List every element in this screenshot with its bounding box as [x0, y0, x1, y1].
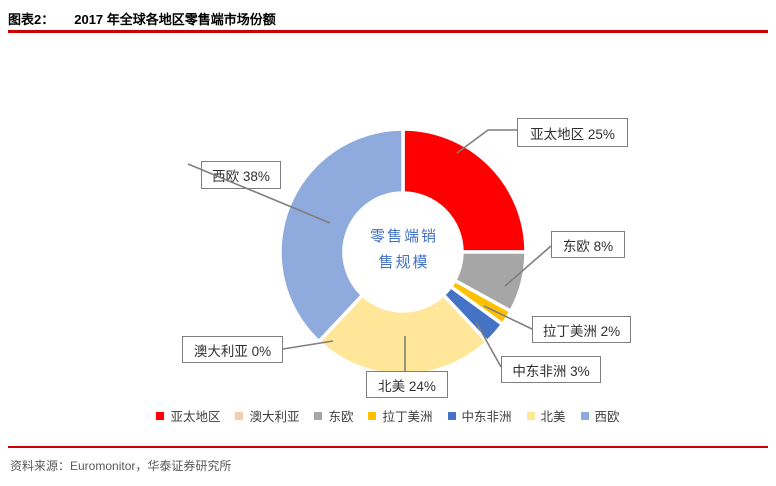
donut-center-label: 零售端销 售规模 — [339, 224, 469, 277]
callout-eastern-europe: 东欧 8% — [551, 231, 625, 258]
legend-swatch-2 — [314, 411, 323, 420]
callout-asia-pacific: 亚太地区 25% — [517, 118, 628, 147]
legend-item-4: 中东非洲 — [447, 406, 512, 425]
chart-legend: 亚太地区 澳大利亚 东欧 拉丁美洲 中东非洲 北美 西欧 — [0, 406, 776, 425]
callout-australia: 澳大利亚 0% — [182, 336, 283, 363]
legend-label-1: 澳大利亚 — [249, 410, 300, 424]
footer-red-rule — [8, 446, 768, 448]
legend-swatch-1 — [235, 411, 244, 420]
center-label-line1: 零售端销 — [369, 228, 438, 245]
callout-western-europe: 西欧 38% — [201, 161, 281, 189]
legend-swatch-4 — [447, 411, 456, 420]
legend-swatch-0 — [156, 411, 165, 420]
legend-swatch-3 — [368, 411, 377, 420]
chart-number-label: 图表2： — [8, 12, 55, 27]
legend-label-0: 亚太地区 — [170, 410, 221, 424]
legend-item-1: 澳大利亚 — [235, 406, 299, 425]
legend-label-5: 北美 — [540, 410, 566, 424]
legend-item-2: 东欧 — [314, 406, 353, 425]
callout-latin-america: 拉丁美洲 2% — [532, 316, 631, 343]
legend-item-0: 亚太地区 — [156, 406, 220, 425]
chart-header: 图表2： 2017 年全球各地区零售端市场份额 — [8, 9, 768, 29]
legend-item-3: 拉丁美洲 — [368, 406, 433, 425]
legend-label-3: 拉丁美洲 — [382, 410, 433, 424]
callout-mideast-africa: 中东非洲 3% — [501, 356, 601, 383]
donut-slice-5 — [317, 293, 489, 377]
header-red-rule — [8, 30, 768, 33]
callout-north-america: 北美 24% — [366, 371, 448, 398]
legend-item-5: 北美 — [526, 406, 566, 425]
center-label-line2: 售规模 — [378, 254, 430, 272]
legend-item-6: 西欧 — [580, 406, 620, 425]
source-note: 资料来源：Euromonitor，华泰证券研究所 — [10, 459, 232, 473]
donut-slice-0 — [401, 127, 528, 254]
legend-swatch-5 — [526, 411, 535, 420]
legend-label-2: 东欧 — [328, 410, 354, 424]
chart-title: 2017 年全球各地区零售端市场份额 — [74, 12, 276, 27]
legend-label-4: 中东非洲 — [461, 410, 512, 424]
legend-swatch-6 — [580, 411, 589, 420]
legend-label-6: 西欧 — [594, 410, 620, 424]
